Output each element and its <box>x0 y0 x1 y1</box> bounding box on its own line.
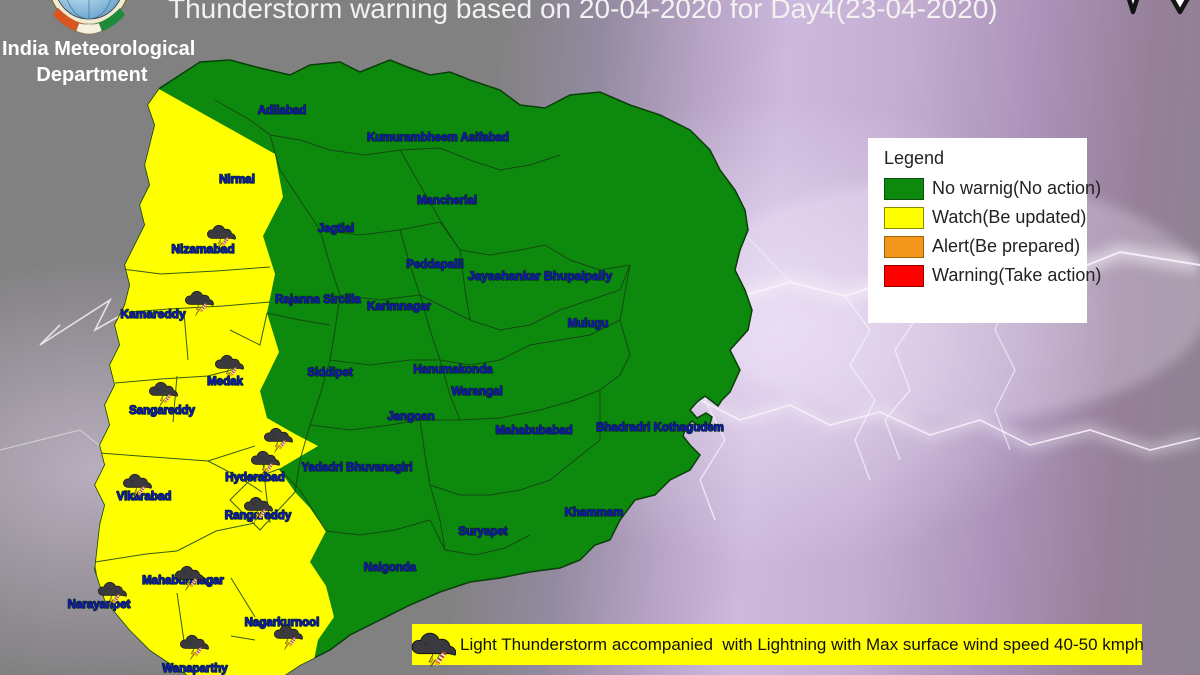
svg-text:Vikarabad: Vikarabad <box>117 491 172 503</box>
svg-text:Jagtial: Jagtial <box>318 223 354 235</box>
svg-text:Mancherial: Mancherial <box>417 195 477 207</box>
svg-text:Adilabad: Adilabad <box>258 105 307 117</box>
svg-text:Peddapalli: Peddapalli <box>406 259 464 271</box>
svg-text:Nalgonda: Nalgonda <box>364 562 417 574</box>
svg-text:Hyderabad: Hyderabad <box>225 472 284 484</box>
svg-text:Jayashankar Bhupalpally: Jayashankar Bhupalpally <box>468 269 612 283</box>
svg-text:Yadadri Bhuvanagiri: Yadadri Bhuvanagiri <box>301 462 412 474</box>
svg-text:Suryapet: Suryapet <box>458 526 507 538</box>
svg-text:Karimnagar: Karimnagar <box>367 301 431 313</box>
svg-text:Nirmal: Nirmal <box>219 174 255 186</box>
svg-text:Mulugu: Mulugu <box>568 318 609 330</box>
svg-text:Kamareddy: Kamareddy <box>120 307 186 321</box>
svg-text:Medak: Medak <box>207 376 243 388</box>
svg-text:Narayanpet: Narayanpet <box>68 599 131 611</box>
svg-text:Hanumakonda: Hanumakonda <box>413 364 493 376</box>
svg-text:Siddipet: Siddipet <box>307 367 353 379</box>
svg-text:Mahabubabad: Mahabubabad <box>495 425 572 437</box>
svg-text:Kumurambheem Asifabad: Kumurambheem Asifabad <box>367 132 509 144</box>
svg-text:Jangoan: Jangoan <box>387 411 434 423</box>
svg-text:Wanaparthy: Wanaparthy <box>162 663 228 675</box>
svg-text:Rajanna Sircilla: Rajanna Sircilla <box>275 294 361 306</box>
svg-text:Khammam: Khammam <box>565 507 624 519</box>
svg-text:Warangal: Warangal <box>451 386 502 398</box>
svg-text:Bhadradri Kothagudem: Bhadradri Kothagudem <box>596 422 724 434</box>
svg-text:Sangareddy: Sangareddy <box>129 405 195 417</box>
